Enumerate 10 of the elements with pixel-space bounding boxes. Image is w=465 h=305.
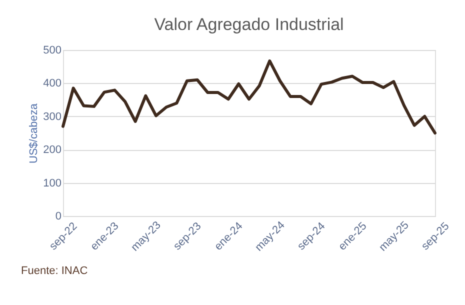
y-tick-label: 0 bbox=[55, 210, 62, 222]
y-tick-label: 200 bbox=[43, 144, 62, 156]
line-series bbox=[62, 59, 436, 134]
y-tick-label: 300 bbox=[43, 110, 62, 123]
chart-title: Valor Agregado Industrial bbox=[154, 15, 344, 34]
y-tick-label: 100 bbox=[43, 177, 62, 190]
y-tick-label: 500 bbox=[43, 44, 62, 56]
source-note: Fuente: INAC bbox=[21, 265, 88, 277]
y-tick-label: 400 bbox=[43, 78, 62, 90]
y-axis-title: US$/cabeza bbox=[28, 102, 40, 164]
